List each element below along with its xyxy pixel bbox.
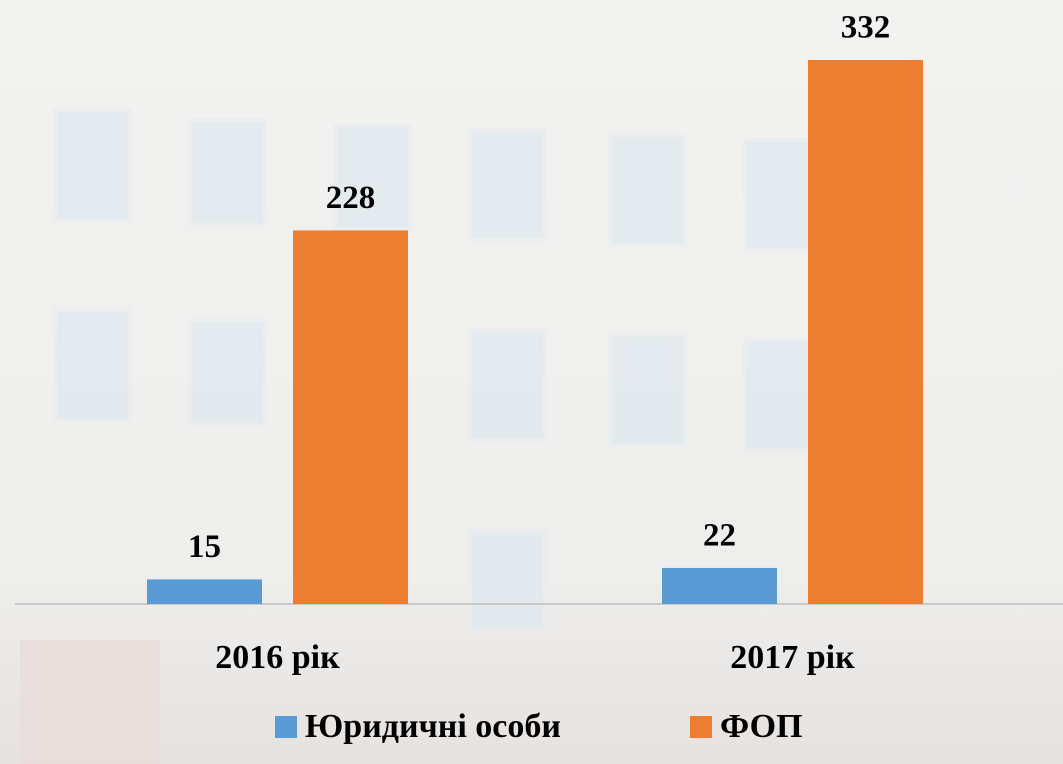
bar bbox=[662, 567, 777, 604]
legend-label: ФОП bbox=[720, 708, 803, 745]
x-tick-label: 2016 рік bbox=[215, 639, 340, 676]
bar bbox=[293, 230, 408, 604]
bar bbox=[147, 579, 262, 604]
legend-swatch bbox=[690, 716, 712, 738]
x-tick-label: 2017 рік bbox=[730, 639, 855, 676]
legend-label: Юридичні особи bbox=[305, 708, 561, 745]
bar bbox=[808, 60, 923, 604]
legend-swatch bbox=[275, 716, 297, 738]
background-building bbox=[20, 108, 822, 764]
value-label: 22 bbox=[703, 518, 736, 554]
value-label: 228 bbox=[326, 180, 376, 216]
value-label: 332 bbox=[841, 10, 891, 46]
value-label: 15 bbox=[188, 529, 221, 565]
